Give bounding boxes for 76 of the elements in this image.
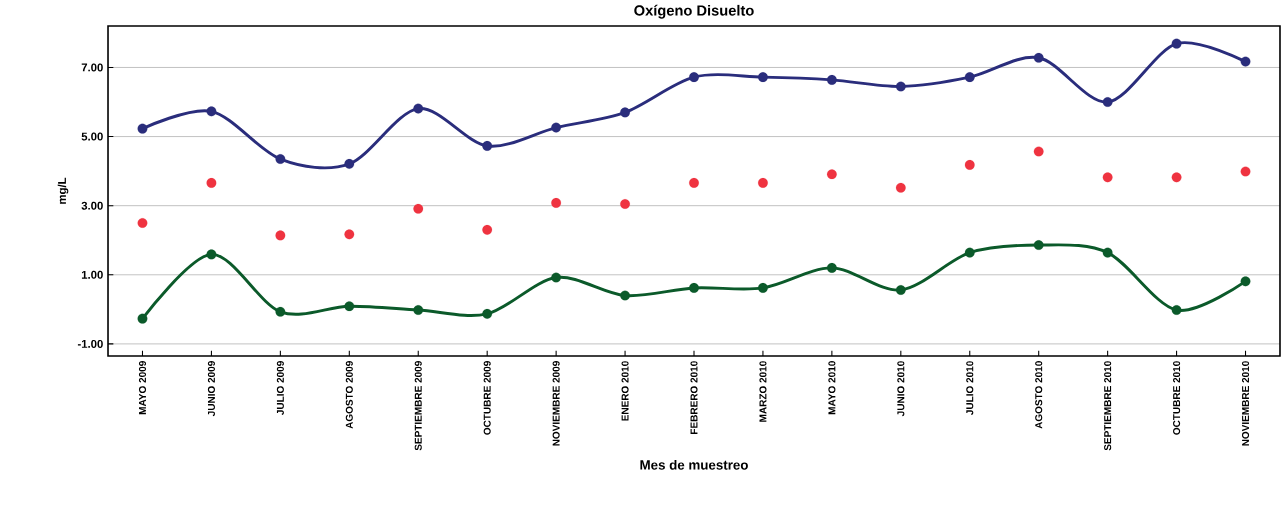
x-tick-label: MAYO 2009 <box>138 361 147 415</box>
point <box>275 154 286 164</box>
y-tick-label: 7.00 <box>81 63 103 72</box>
point <box>1033 52 1044 63</box>
point <box>344 229 355 240</box>
x-tick-label: MAYO 2010 <box>828 361 836 415</box>
y-axis-title: mg/L <box>57 177 69 204</box>
point <box>1102 247 1113 258</box>
point <box>482 224 493 235</box>
point <box>1240 166 1251 177</box>
point <box>620 107 630 118</box>
point <box>551 122 561 133</box>
point <box>1102 97 1113 107</box>
point <box>413 203 424 214</box>
point <box>206 178 217 188</box>
point <box>344 158 355 169</box>
point <box>758 72 768 83</box>
point <box>482 141 493 151</box>
y-tick-label: -1.00 <box>77 339 103 348</box>
x-tick-label: JUNIO 2010 <box>897 361 905 417</box>
point <box>895 182 906 193</box>
point <box>275 230 286 241</box>
point <box>827 169 837 180</box>
point <box>964 72 975 83</box>
point <box>137 313 148 324</box>
point <box>1171 305 1182 315</box>
point <box>689 178 699 188</box>
point <box>827 262 837 273</box>
point <box>964 160 975 170</box>
point <box>895 285 906 295</box>
x-tick-label: SEPTIEMBRE 2009 <box>414 361 422 451</box>
point <box>551 272 561 283</box>
x-tick-label: OCTUBRE 2010 <box>1173 361 1181 435</box>
point <box>1240 276 1251 287</box>
point <box>964 247 975 258</box>
x-tick-label: JULIO 2009 <box>276 361 284 416</box>
point <box>413 305 424 315</box>
x-tick-label: AGOSTO 2010 <box>1035 361 1043 429</box>
point <box>895 81 906 92</box>
point <box>1033 240 1044 250</box>
point <box>482 308 493 319</box>
y-tick-label: 5.00 <box>81 132 103 141</box>
x-tick-label: MARZO 2010 <box>759 361 767 422</box>
x-tick-label: NOVIEMBRE 2009 <box>552 361 560 446</box>
point <box>551 198 561 208</box>
y-tick-label: 3.00 <box>81 201 103 210</box>
point <box>620 199 630 209</box>
x-tick-label: JUNIO 2009 <box>207 361 215 417</box>
x-tick-label: OCTUBRE 2009 <box>483 361 491 435</box>
y-tick-label: 1.00 <box>81 270 103 279</box>
x-tick-label: ENERO 2010 <box>621 361 629 421</box>
point <box>206 249 217 260</box>
point <box>1171 172 1182 183</box>
x-tick-label: AGOSTO 2009 <box>345 361 353 429</box>
point <box>413 103 424 114</box>
point <box>620 290 630 301</box>
point <box>1240 56 1251 67</box>
point <box>1102 172 1113 183</box>
point <box>344 301 355 312</box>
point <box>1033 146 1044 157</box>
point <box>758 178 768 188</box>
x-tick-label: JULIO 2010 <box>966 361 974 416</box>
chart-title: Oxígeno Disuelto <box>634 4 754 19</box>
point <box>275 306 286 317</box>
point <box>689 283 699 293</box>
point <box>206 106 217 117</box>
point <box>137 123 148 134</box>
point <box>758 283 768 293</box>
point <box>827 75 837 85</box>
x-tick-label: FEBRERO 2010 <box>690 361 698 434</box>
point <box>689 72 699 83</box>
x-axis-title: Mes de muestreo <box>640 459 748 470</box>
x-tick-label: NOVIEMBRE 2010 <box>1241 361 1250 446</box>
point <box>137 218 148 228</box>
point <box>1171 38 1182 49</box>
x-tick-label: SEPTIEMBRE 2010 <box>1104 361 1112 451</box>
